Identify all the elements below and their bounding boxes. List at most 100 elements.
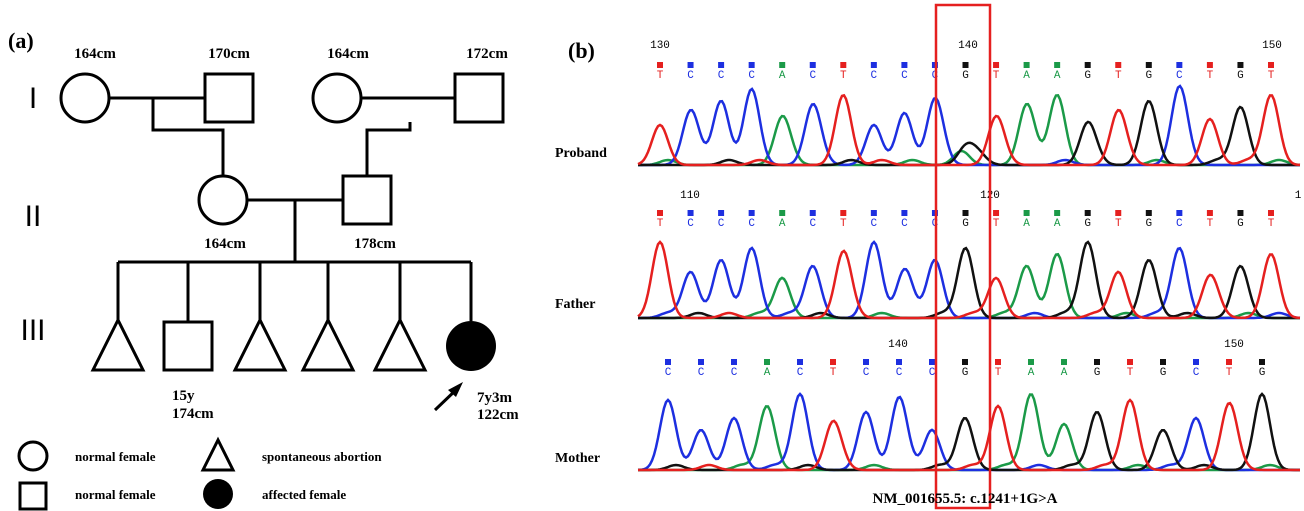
trace (638, 242, 1300, 318)
base-marker (1115, 62, 1121, 68)
base-letter: G (1259, 367, 1266, 379)
panel-label: (a) (8, 28, 34, 53)
base-marker (1146, 210, 1152, 216)
base-letter: G (1084, 70, 1091, 82)
height: 122cm (477, 407, 519, 423)
base-marker (963, 62, 969, 68)
height: 178cm (354, 236, 396, 252)
abortion (93, 320, 143, 370)
base-marker (1207, 62, 1213, 68)
base-letter: C (929, 367, 936, 379)
trace (638, 394, 1300, 470)
trace (638, 400, 1300, 470)
position-label: 140 (888, 339, 908, 351)
base-marker (1146, 62, 1152, 68)
position-label: 140 (958, 40, 978, 52)
trace (638, 86, 1300, 165)
base-letter: T (1226, 367, 1233, 379)
base-marker (901, 210, 907, 216)
legend-label: affected female (262, 487, 346, 502)
age: 7y3m (477, 390, 513, 406)
base-letter: G (962, 218, 969, 230)
base-marker (840, 62, 846, 68)
base-marker (665, 359, 671, 365)
base-letter: G (1237, 70, 1244, 82)
base-letter: C (687, 70, 694, 82)
panel-label: (b) (568, 38, 595, 63)
base-marker (779, 210, 785, 216)
base-letter: T (840, 218, 847, 230)
sample-label: Mother (555, 451, 600, 466)
legend-label: normal female (75, 449, 156, 464)
base-marker (688, 210, 694, 216)
female (199, 176, 247, 224)
legend-symbol (20, 483, 46, 509)
base-marker (657, 210, 663, 216)
figure: (a) (b) I II III 164cm 170cm 164cm 172cm… (0, 0, 1304, 511)
base-letter: T (657, 218, 664, 230)
legend-symbol (19, 442, 47, 470)
base-marker (840, 210, 846, 216)
base-letter: T (840, 70, 847, 82)
base-marker (1176, 210, 1182, 216)
trace (638, 254, 1300, 318)
base-marker (1061, 359, 1067, 365)
base-letter: T (1268, 70, 1275, 82)
base-marker (810, 210, 816, 216)
base-letter: G (962, 70, 969, 82)
base-letter: C (863, 367, 870, 379)
base-marker (1054, 62, 1060, 68)
base-letter: T (1115, 70, 1122, 82)
trace (638, 394, 1300, 470)
base-marker (929, 359, 935, 365)
base-letter: G (1145, 70, 1152, 82)
base-letter: G (962, 367, 969, 379)
trace (638, 95, 1300, 165)
base-marker (896, 359, 902, 365)
base-marker (1054, 210, 1060, 216)
base-marker (863, 359, 869, 365)
base-letter: A (1054, 218, 1061, 230)
legend: normal female spontaneous abortion norma… (19, 440, 382, 509)
base-letter: T (993, 70, 1000, 82)
base-letter: C (687, 218, 694, 230)
base-marker (731, 359, 737, 365)
base-marker (1085, 210, 1091, 216)
base-letter: T (995, 367, 1002, 379)
base-marker (871, 210, 877, 216)
base-marker (1024, 210, 1030, 216)
base-letter: T (1268, 218, 1275, 230)
affected-female (446, 321, 496, 371)
pedigree-lines (109, 98, 471, 322)
position-label: 150 (1262, 40, 1282, 52)
base-letter: C (871, 70, 878, 82)
base-marker (993, 62, 999, 68)
base-letter: T (1115, 218, 1122, 230)
base-marker (963, 210, 969, 216)
position-label: 1 (1295, 190, 1302, 202)
legend-symbol (203, 440, 233, 470)
base-letter: A (1054, 70, 1061, 82)
position-label: 110 (680, 190, 700, 202)
base-marker (688, 62, 694, 68)
base-marker (797, 359, 803, 365)
base-marker (764, 359, 770, 365)
caption: NM_001655.5: c.1241+1G>A (873, 491, 1058, 507)
base-letter: T (1207, 218, 1214, 230)
trace (638, 395, 1300, 471)
base-letter: T (1127, 367, 1134, 379)
height: 164cm (74, 46, 116, 62)
base-marker (1237, 62, 1243, 68)
male (164, 322, 212, 370)
base-letter: C (1176, 70, 1183, 82)
base-marker (1193, 359, 1199, 365)
female (313, 74, 361, 122)
base-marker (1237, 210, 1243, 216)
base-letter: C (718, 218, 725, 230)
base-marker (1127, 359, 1133, 365)
base-letter: G (1237, 218, 1244, 230)
base-letter: C (1176, 218, 1183, 230)
base-letter: G (1145, 218, 1152, 230)
female (61, 74, 109, 122)
base-letter: A (764, 367, 771, 379)
